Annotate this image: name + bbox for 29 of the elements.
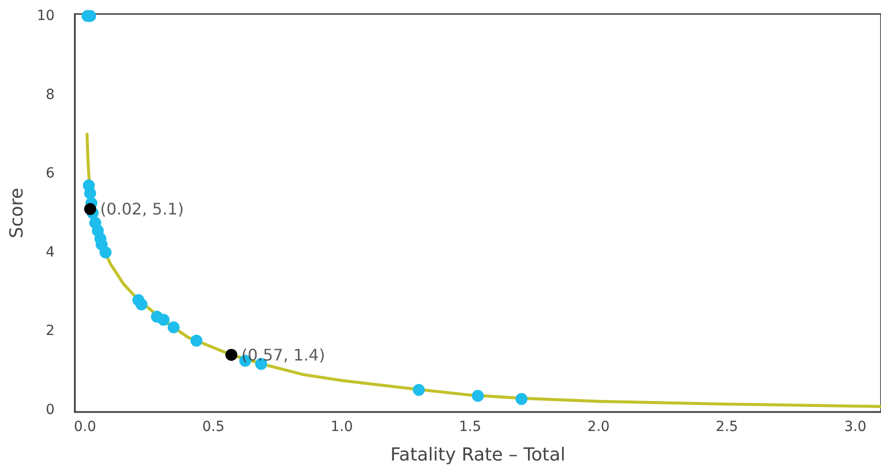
x-tick-label: 2.5 [716, 419, 738, 435]
y-tick-label: 2 [46, 323, 55, 340]
point [516, 393, 528, 405]
y-tick-label: 8 [46, 86, 55, 103]
y-tick-label: 10 [36, 8, 55, 24]
annotation: (0.02, 5.1) [100, 200, 184, 219]
point [412, 384, 425, 396]
x-tick-label: 0.5 [202, 419, 225, 435]
point [168, 321, 180, 334]
point [158, 314, 170, 326]
x-axis-title: Fatality Rate – Total [390, 444, 566, 466]
x-tick-label: 1.5 [459, 419, 482, 435]
y-tick-label: 6 [46, 166, 55, 182]
point [190, 334, 202, 347]
annotation: (0.57, 1.4) [241, 345, 326, 364]
x-tick-label: 0.0 [74, 419, 96, 435]
point [472, 390, 484, 402]
x-tick-label: 1.0 [330, 419, 353, 435]
y-axis-title: Score [6, 188, 28, 238]
x-tick-label: 3.0 [844, 419, 866, 435]
point [100, 246, 112, 258]
point [135, 298, 148, 310]
point [225, 348, 238, 361]
x-tick-label: 2.0 [587, 419, 610, 435]
line-series [86, 132, 881, 408]
y-tick-label: 0 [46, 402, 55, 418]
point [84, 187, 96, 200]
y-tick-label: 4 [46, 244, 55, 260]
point [84, 203, 96, 216]
